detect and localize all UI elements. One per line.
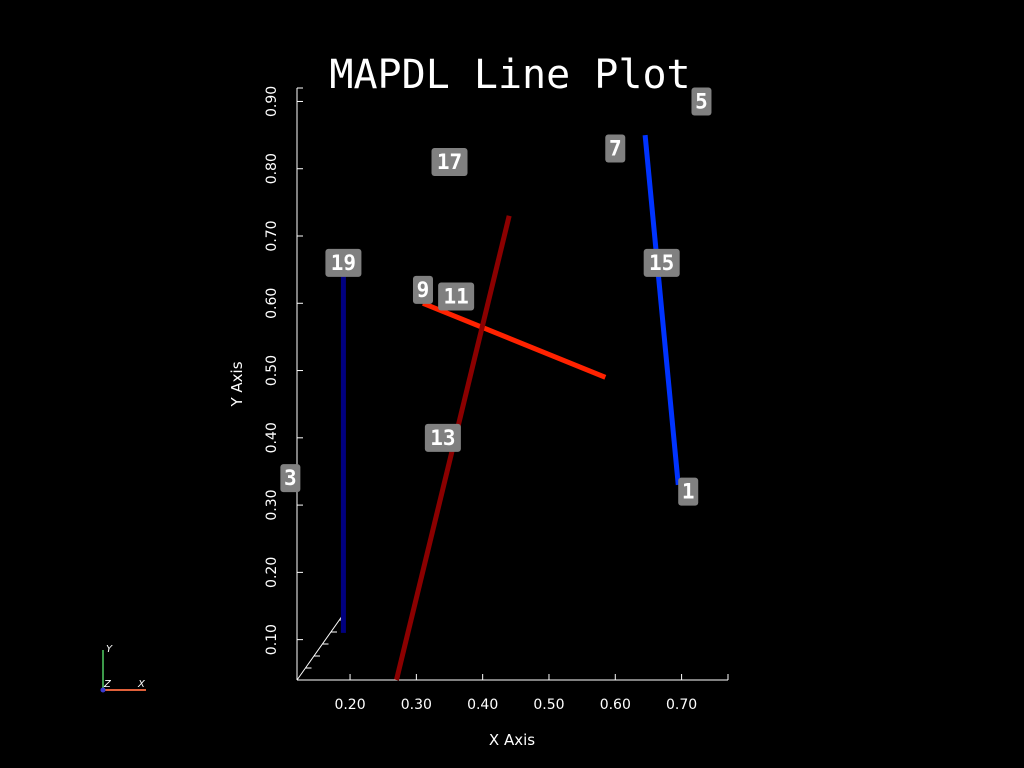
point-label-box xyxy=(643,248,680,277)
axes: 0.20 0.30 0.40 0.50 0.60 0.70 0.10 0.20 0.30 0.40… xyxy=(264,86,729,713)
y-tick-label: 0.10 xyxy=(264,624,280,655)
triad-z-dot xyxy=(100,687,106,693)
x-tick-label: 0.30 xyxy=(401,697,432,713)
point-label: 7 xyxy=(609,137,622,161)
series-line-2 xyxy=(422,300,607,380)
y-tick-label: 0.80 xyxy=(264,153,280,184)
point-label-box xyxy=(691,87,712,116)
triad-x-label: X xyxy=(137,679,146,690)
y-tick-label: 0.20 xyxy=(264,557,280,588)
point-label-box xyxy=(325,248,362,277)
y-axis-label: Y Axis xyxy=(228,361,246,407)
chart-title: MAPDL Line Plot xyxy=(329,52,690,98)
y-tick-label: 0.60 xyxy=(264,288,280,319)
point-label: 3 xyxy=(284,466,297,490)
point-label-box xyxy=(438,282,475,311)
triad-y-label: Y xyxy=(106,644,113,655)
orientation-triad-icon: X Y Z xyxy=(100,644,146,693)
y-tick-label: 0.90 xyxy=(264,86,280,117)
point-label-box xyxy=(678,477,699,506)
y-tick-label: 0.70 xyxy=(264,220,280,251)
point-label: 17 xyxy=(437,150,462,174)
y-tick-label: 0.30 xyxy=(264,490,280,521)
point-label: 5 xyxy=(695,89,708,113)
y-tick-label: 0.40 xyxy=(264,422,280,453)
x-tick-label: 0.60 xyxy=(600,697,631,713)
x-tick-label: 0.20 xyxy=(334,697,365,713)
point-label-box xyxy=(431,148,468,176)
point-label: 13 xyxy=(430,426,455,450)
y-tick-label: 0.50 xyxy=(264,355,280,386)
x-tick-label: 0.40 xyxy=(467,697,498,713)
point-label-box xyxy=(412,275,433,304)
point-label: 9 xyxy=(417,278,430,302)
point-label: 1 xyxy=(682,480,695,504)
point-label: 15 xyxy=(649,251,674,275)
point-label: 19 xyxy=(331,251,356,275)
point-label-box xyxy=(280,464,301,493)
point-label-box xyxy=(605,134,626,163)
point-label: 11 xyxy=(443,285,468,309)
series-line-1 xyxy=(642,134,681,486)
x-tick-label: 0.50 xyxy=(533,697,564,713)
x-tick-label: 0.70 xyxy=(666,697,697,713)
z-axis-line xyxy=(296,611,346,681)
x-axis-label: X Axis xyxy=(489,731,535,749)
point-label-box xyxy=(424,423,461,452)
triad-z-label: Z xyxy=(103,679,112,690)
